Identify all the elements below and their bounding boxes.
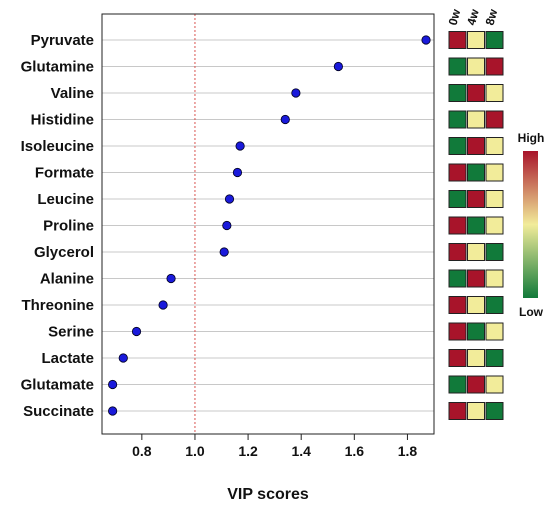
metabolite-label: Succinate [23, 403, 94, 420]
data-points [108, 35, 431, 416]
heatmap-cell [448, 216, 467, 235]
metabolite-label: Histidine [31, 112, 94, 129]
legend-high-label: High [518, 131, 545, 145]
vip-point [219, 247, 229, 257]
heatmap-cell [467, 110, 485, 129]
metabolite-label: Alanine [40, 271, 94, 288]
x-tick-label: 1.8 [398, 443, 418, 459]
heatmap-cell [448, 349, 467, 367]
heatmap-cell [485, 349, 504, 367]
vip-point [232, 167, 243, 178]
heatmap-cell [448, 84, 467, 102]
heatmap-panel: 0w 4w 8w [446, 7, 504, 420]
heatmap-cell [448, 402, 467, 420]
x-tick-label: 1.0 [185, 443, 205, 459]
heatmap-cell [485, 296, 504, 314]
vip-point [108, 379, 118, 390]
metabolite-label: Glutamine [21, 59, 94, 76]
heatmap-column-label: 4w [464, 7, 482, 27]
metabolite-label: Leucine [37, 191, 94, 208]
heatmap-cell [467, 190, 485, 208]
vip-point [333, 61, 343, 72]
heatmap-cell [467, 137, 485, 155]
heatmap-cell [448, 31, 467, 49]
vip-point [131, 326, 142, 337]
heatmap-cell [485, 243, 504, 261]
metabolite-label: Glycerol [34, 244, 94, 261]
vip-point [158, 300, 168, 310]
heatmap-cell [448, 163, 467, 182]
heatmap-column-label: 8w [483, 7, 501, 27]
heatmap-cell [485, 269, 504, 288]
x-tick-label: 1.6 [345, 443, 365, 459]
heatmap-cell [467, 375, 485, 394]
metabolite-label: Serine [48, 324, 94, 341]
heatmap-cell [467, 31, 485, 49]
x-axis-title: VIP scores [227, 486, 309, 503]
vip-point [108, 406, 118, 416]
vip-point [291, 88, 301, 98]
metabolite-rows: Pyruvate Glutamine Valine Histidine Isoleuci… [21, 32, 434, 420]
metabolite-label: Valine [51, 85, 94, 102]
legend-low-label: Low [519, 305, 544, 319]
heatmap-cell [485, 402, 504, 420]
x-tick-label: 1.4 [291, 443, 311, 459]
metabolite-label: Lactate [41, 350, 94, 367]
heatmap-cell [485, 190, 504, 208]
heatmap-cell [467, 216, 485, 235]
heatmap-cell [485, 31, 504, 49]
heatmap-cell [485, 216, 504, 235]
vip-point [118, 353, 128, 363]
x-tick-label: 1.2 [238, 443, 258, 459]
vip-point [421, 35, 431, 45]
heatmap-cell [448, 375, 467, 394]
heatmap-cell [467, 402, 485, 420]
heatmap-cell [485, 110, 504, 129]
heatmap-cell [448, 57, 467, 76]
plot-frame [101, 13, 435, 435]
vip-point [235, 141, 245, 151]
legend-gradient-bar [523, 151, 538, 298]
heatmap-cell [467, 243, 485, 261]
metabolite-label: Formate [35, 165, 94, 182]
heatmap-cell [448, 110, 467, 129]
metabolite-label: Threonine [21, 297, 94, 314]
metabolite-label: Glutamate [21, 377, 94, 394]
heatmap-cell [485, 84, 504, 102]
heatmap-column-label: 0w [446, 7, 464, 27]
x-tick-label: 0.8 [132, 443, 152, 459]
vip-point [222, 220, 232, 231]
vip-point [166, 273, 176, 284]
heatmap-cell [467, 269, 485, 288]
heatmap-cell [448, 137, 467, 155]
heatmap-cell [448, 269, 467, 288]
vip-point [224, 194, 235, 204]
heatmap-cell [485, 322, 504, 341]
heatmap-cell [467, 84, 485, 102]
heatmap-cell [467, 349, 485, 367]
heatmap-cell [467, 163, 485, 182]
metabolite-label: Proline [43, 218, 94, 235]
heatmap-cell [467, 296, 485, 314]
heatmap-cell [448, 322, 467, 341]
heatmap-cell [485, 57, 504, 76]
color-legend: High Low [518, 131, 545, 319]
heatmap-cell [485, 137, 504, 155]
heatmap-cell [485, 163, 504, 182]
heatmap-cell [467, 57, 485, 76]
heatmap-cell [485, 375, 504, 394]
heatmap-cell [448, 243, 467, 261]
metabolite-label: Isoleucine [21, 138, 94, 155]
heatmap-cell [448, 296, 467, 314]
x-axis-ticks: 0.8 1.0 1.2 1.4 1.6 1.8 [132, 434, 417, 459]
heatmap-cell [467, 322, 485, 341]
vip-point [280, 114, 290, 125]
heatmap-cell [448, 190, 467, 208]
metabolite-label: Pyruvate [31, 32, 94, 49]
